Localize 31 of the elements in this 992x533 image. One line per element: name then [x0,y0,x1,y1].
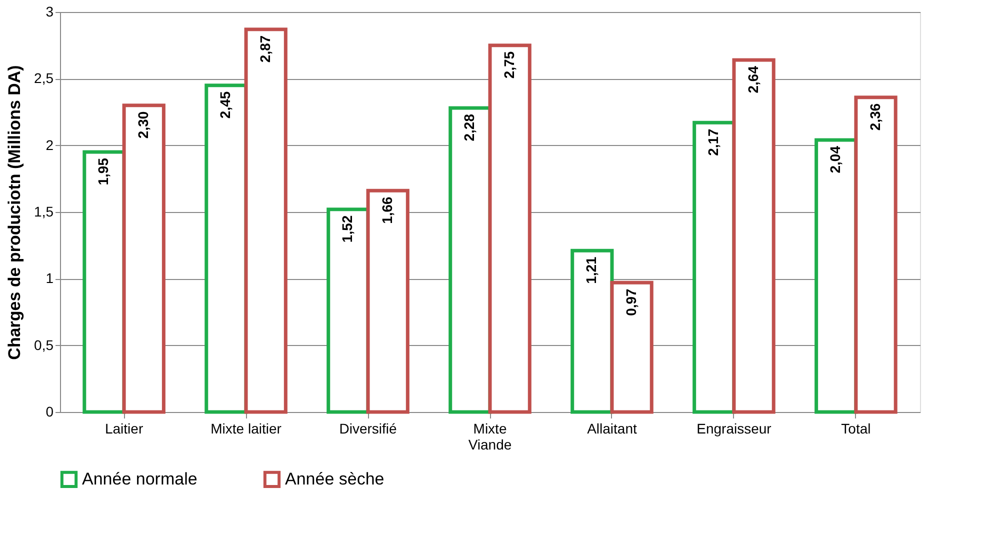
data-label: 1,95 [95,158,112,186]
data-label: 2,45 [217,91,234,119]
data-label: 2,28 [461,114,478,142]
data-label: 0,97 [622,288,639,316]
y-tick-label: 3 [46,4,54,20]
y-tick-label: 0,5 [34,336,54,353]
x-tick-label: Allaitant [587,420,637,436]
data-label: 2,04 [827,146,844,174]
data-label: 2,17 [705,128,722,156]
data-label: 1,52 [339,215,356,243]
y-tick-label: 1,5 [34,204,54,220]
y-tick-label: 2,5 [34,70,54,86]
x-tick-label: Engraisseur [696,420,772,436]
x-tick-label: Total [841,420,871,436]
data-label: 2,30 [134,111,151,139]
legend-label: Année sèche [285,469,384,488]
data-label: 2,75 [500,51,517,79]
data-label: 2,36 [866,103,883,131]
y-tick-label: 2 [46,136,54,153]
x-tick-label: Mixte laitier [210,420,282,436]
x-tick-label: Laitier [104,420,144,436]
data-label: 1,66 [378,196,395,224]
legend-label: Année normale [82,469,198,488]
y-axis-title: Charges de produciotn (Millions DA) [5,65,24,360]
y-tick-label: 0 [46,404,54,420]
y-tick-label: 1 [46,270,54,286]
data-label: 2,87 [256,35,273,63]
x-tick-label: Mixte Viande [468,420,512,452]
x-tick-label: Diversifié [339,420,398,436]
data-label: 2,64 [744,66,761,94]
data-label: 1,21 [583,256,600,284]
